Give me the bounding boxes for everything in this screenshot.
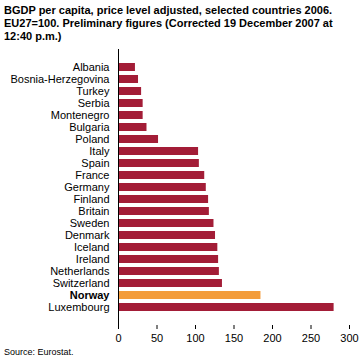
svg-text:Bulgaria: Bulgaria [69,121,110,133]
html-text:BGDP per capita, price level a: BGDP per capita, price level adjusted, s… [4,4,333,42]
svg-text:Italy: Italy [89,145,110,157]
svg-text:Luxembourg: Luxembourg [48,301,109,313]
svg-text:300: 300 [340,332,358,344]
svg-text:Montenegro: Montenegro [51,109,110,121]
svg-text:Serbia: Serbia [78,97,111,109]
svg-text:Bosnia-Herzegovina: Bosnia-Herzegovina [10,73,110,85]
svg-text:100: 100 [186,332,204,344]
svg-text:0: 0 [115,332,121,344]
svg-text:Norway: Norway [70,289,111,301]
svg-text:Turkey: Turkey [76,85,110,97]
svg-text:Spain: Spain [81,157,109,169]
svg-text:Iceland: Iceland [74,241,109,253]
html-text:Source: Eurostat.: Source: Eurostat. [4,347,74,357]
svg-text:50: 50 [151,332,163,344]
svg-text:Switzerland: Switzerland [53,277,110,289]
svg-text:Sweden: Sweden [70,217,110,229]
svg-text:Denmark: Denmark [65,229,110,241]
svg-text:150: 150 [225,332,243,344]
svg-text:Britain: Britain [78,205,109,217]
svg-text:Ireland: Ireland [76,253,110,265]
svg-text:Albania: Albania [73,61,111,73]
svg-text:Poland: Poland [75,133,109,145]
svg-text:Netherlands: Netherlands [50,265,110,277]
svg-text:Finland: Finland [73,193,109,205]
svg-text:France: France [75,169,109,181]
svg-text:Germany: Germany [64,181,110,193]
svg-text:250: 250 [302,332,320,344]
svg-text:200: 200 [263,332,281,344]
